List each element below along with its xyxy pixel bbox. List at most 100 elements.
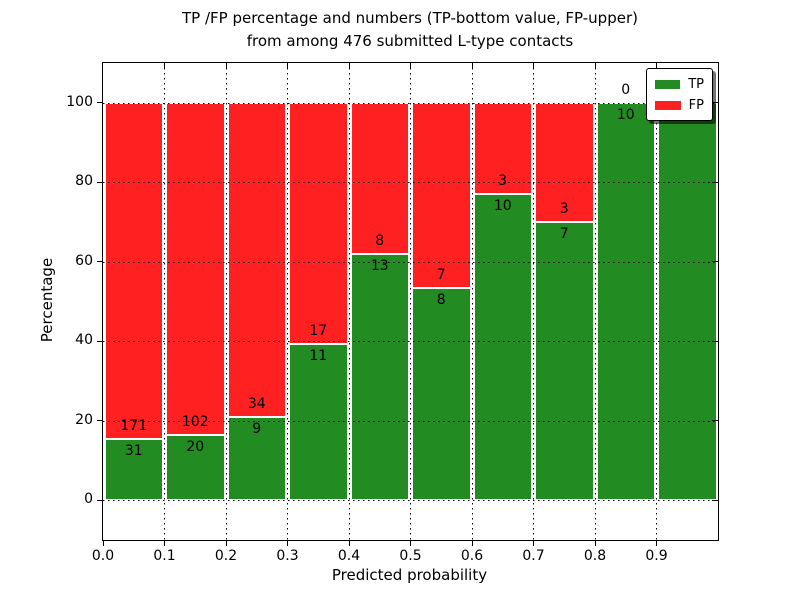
tp-count-label: 7	[559, 226, 569, 242]
v-gridline	[656, 63, 657, 540]
y-tick-mark	[97, 499, 103, 501]
tp-count-label: 31	[124, 443, 143, 460]
fp-count-label: 0	[621, 81, 631, 98]
bar-segment-fp	[166, 102, 225, 436]
bar-segment-tp	[412, 288, 471, 501]
bar-segment-tp	[289, 344, 348, 501]
x-tick-mark	[164, 540, 165, 546]
x-tick-mark	[656, 540, 657, 546]
y-tick-mark-right	[712, 420, 718, 422]
tp-count-label: 10	[616, 106, 635, 123]
bar-segment-tp	[658, 102, 717, 501]
tp-legend-swatch	[655, 80, 681, 89]
x-tick-label: 0.2	[214, 548, 238, 564]
tp-count-label: 11	[309, 348, 328, 365]
v-gridline	[348, 63, 350, 540]
fp-count-label: 7	[436, 267, 446, 284]
fp-count-label: 34	[247, 396, 266, 413]
x-tick-label: 0.5	[399, 548, 422, 564]
x-tick-mark-top	[164, 63, 165, 69]
y-tick-label: 80	[75, 173, 93, 190]
y-tick-mark	[97, 102, 103, 104]
x-tick-label: 0.9	[645, 548, 668, 564]
x-tick-mark-top	[225, 63, 227, 69]
plot-area: 1713110220349171181378310370100120204060…	[66, 62, 719, 564]
x-tick-mark	[348, 540, 350, 546]
x-tick-mark-top	[533, 63, 534, 69]
bar-segment-tp	[350, 254, 409, 501]
legend-item-fp: FP	[655, 97, 704, 114]
y-axis-label: Percentage	[38, 257, 56, 343]
x-tick-label: 0.6	[460, 548, 484, 564]
fp-count-label: 102	[181, 414, 209, 431]
v-gridline	[594, 63, 596, 540]
x-tick-mark-top	[594, 63, 596, 69]
chart-title-line1: TP /FP percentage and numbers (TP-bottom…	[182, 9, 638, 27]
y-tick-mark-right	[712, 499, 718, 501]
y-tick-mark-right	[712, 340, 718, 342]
x-tick-mark	[287, 540, 288, 546]
y-tick-label: 20	[75, 411, 93, 428]
tp-count-label: 13	[370, 258, 389, 275]
tp-legend-label: TP	[688, 77, 704, 92]
x-tick-mark-top	[471, 63, 473, 69]
bar-segment-tp	[596, 102, 655, 501]
x-tick-mark	[471, 540, 473, 546]
v-gridline	[533, 63, 534, 540]
x-tick-label: 0.4	[337, 548, 361, 564]
legend: TP FP	[646, 68, 713, 121]
y-tick-label: 40	[75, 332, 93, 349]
chart-title-line2: from among 476 submitted L-type contacts	[246, 32, 574, 50]
bar-segment-tp	[166, 435, 225, 501]
legend-item-tp: TP	[655, 76, 704, 93]
v-gridline	[410, 63, 411, 540]
bar-segment-tp	[104, 439, 163, 501]
y-tick-mark-right	[712, 261, 718, 263]
tp-count-label: 10	[493, 198, 512, 215]
y-tick-mark-right	[712, 181, 718, 183]
bar-segment-fp	[473, 102, 532, 195]
y-tick-mark	[97, 181, 103, 183]
x-tick-mark	[410, 540, 411, 546]
x-tick-mark-top	[410, 63, 411, 69]
fp-legend-swatch	[655, 101, 681, 110]
y-tick-label: 100	[66, 93, 93, 110]
v-gridline	[287, 63, 288, 540]
fp-count-label: 17	[309, 323, 328, 340]
bar-segment-fp	[412, 102, 471, 289]
bar-segment-fp	[104, 102, 163, 440]
fp-count-label: 171	[120, 418, 148, 435]
y-tick-mark	[97, 420, 103, 422]
bar-segment-fp	[289, 102, 348, 345]
bar-segment-fp	[350, 102, 409, 255]
x-tick-mark	[533, 540, 534, 546]
v-gridline	[225, 63, 227, 540]
tp-count-label: 9	[252, 421, 262, 438]
bar-segment-tp	[473, 194, 532, 501]
fp-count-label: 3	[559, 201, 569, 217]
chart-title: TP /FP percentage and numbers (TP-bottom…	[102, 7, 718, 53]
fp-count-label: 8	[375, 233, 385, 250]
x-tick-mark-top	[348, 63, 350, 69]
bar-segment-tp	[535, 222, 594, 501]
y-tick-label: 60	[75, 252, 93, 269]
fp-count-label: 3	[498, 173, 508, 190]
y-tick-mark	[97, 340, 103, 342]
x-tick-mark-top	[656, 63, 657, 69]
y-tick-label: 0	[84, 491, 93, 508]
bar-segment-fp	[227, 102, 286, 418]
x-tick-mark	[225, 540, 227, 546]
tp-count-label: 8	[436, 292, 446, 309]
v-gridline	[164, 63, 165, 540]
bar-segment-tp	[227, 417, 286, 501]
y-tick-mark	[97, 261, 103, 263]
y-tick-mark-right	[712, 102, 718, 104]
x-tick-label: 0.1	[153, 548, 176, 564]
v-gridline	[471, 63, 473, 540]
x-tick-label: 0.7	[522, 548, 545, 564]
fp-legend-label: FP	[688, 98, 704, 113]
x-tick-mark-top	[287, 63, 288, 69]
x-tick-mark	[102, 540, 104, 546]
tp-count-label: 20	[186, 439, 205, 456]
x-tick-label: 0.8	[583, 548, 607, 564]
